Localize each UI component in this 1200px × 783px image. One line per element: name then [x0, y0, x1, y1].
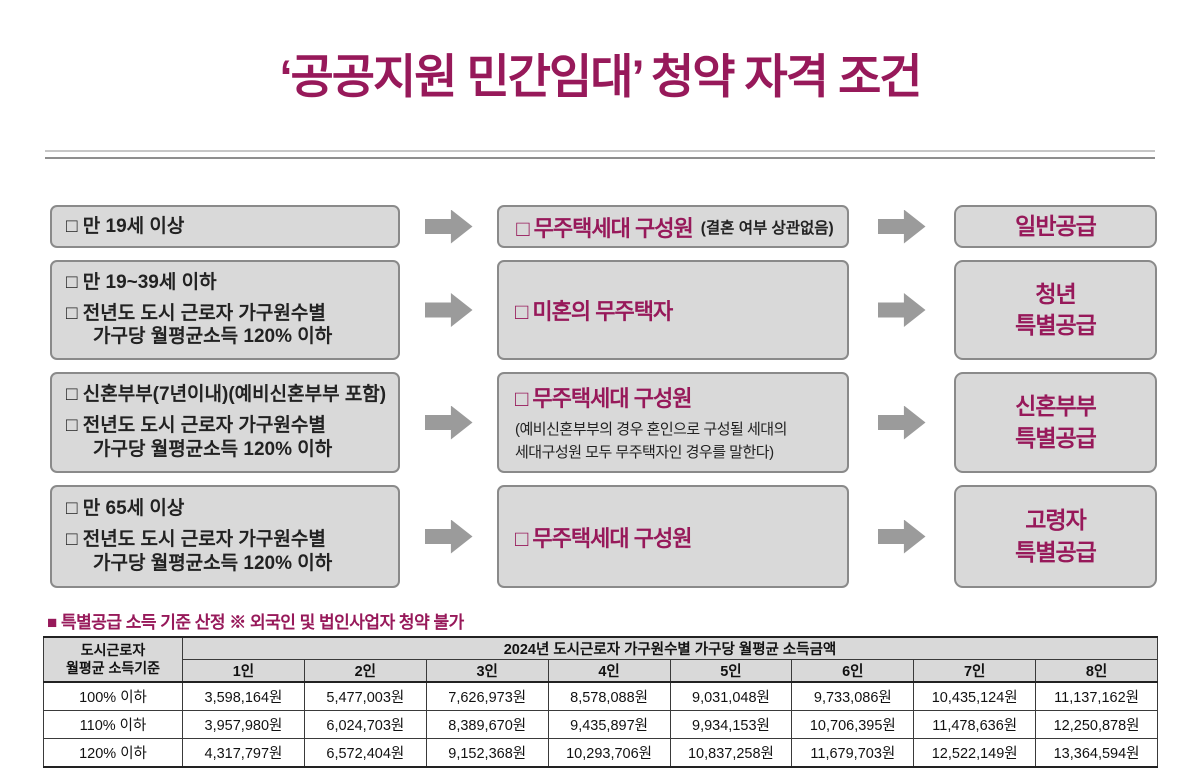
row-label-cell: 100% 이하 — [43, 681, 183, 711]
col-header-cell: 8인 — [1035, 659, 1158, 683]
condition-box-youth: □ 만 19~39세 이하 □ 전년도 도시 근로자 가구원수별 가구당 월평균… — [50, 260, 400, 360]
arrow-cell — [849, 372, 954, 473]
value-cell: 9,152,368원 — [425, 738, 549, 768]
value-cell: 11,679,703원 — [791, 738, 915, 768]
condition-line-cont: 가구당 월평균소득 120% 이하 — [93, 326, 333, 348]
requirement-title: □ 무주택세대 구성원 — [515, 386, 692, 411]
row-label-cell: 110% 이하 — [43, 710, 183, 739]
arrow-cell — [849, 485, 954, 588]
corner-header-cell: 도시근로자 월평균 소득기준 — [43, 636, 183, 683]
col-header-cell: 2인 — [303, 659, 427, 683]
arrow-cell — [400, 260, 497, 360]
arrow-right-icon — [424, 209, 473, 244]
col-header-cell: 6인 — [791, 659, 915, 683]
value-cell: 12,250,878원 — [1035, 710, 1158, 739]
value-cell: 10,435,124원 — [913, 681, 1037, 711]
value-cell: 7,626,973원 — [425, 681, 549, 711]
condition-line-cont: 가구당 월평균소득 120% 이하 — [93, 438, 333, 460]
condition-line: □ 만 65세 이상 — [66, 498, 185, 520]
arrow-right-icon — [877, 209, 926, 244]
table-row: 110% 이하 3,957,980원 6,024,703원 8,389,670원… — [43, 710, 1158, 739]
arrow-cell — [400, 485, 497, 588]
income-table: 도시근로자 월평균 소득기준 2024년 도시근로자 가구원수별 가구당 월평균… — [43, 636, 1158, 768]
eligibility-flow: □ 만 19세 이상 □ 무주택세대 구성원 (결혼 여부 상관없음) 일반공급… — [50, 205, 1157, 588]
value-cell: 3,957,980원 — [182, 710, 305, 739]
value-cell: 13,364,594원 — [1035, 738, 1158, 768]
col-header-cell: 1인 — [182, 659, 305, 683]
arrow-right-icon — [877, 293, 926, 327]
requirement-box-senior: □ 무주택세대 구성원 — [497, 485, 849, 588]
table-header-row: 도시근로자 월평균 소득기준 2024년 도시근로자 가구원수별 가구당 월평균… — [43, 636, 1158, 683]
requirement-note: (예비신혼부부의 경우 혼인으로 구성될 세대의 세대구성원 모두 무주택자인 … — [515, 421, 787, 461]
condition-line: □ 만 19~39세 이하 — [66, 271, 217, 293]
supply-type-general: 일반공급 — [954, 205, 1157, 248]
table-row: 120% 이하 4,317,797원 6,572,404원 9,152,368원… — [43, 738, 1158, 768]
requirement-box-newlywed: □ 무주택세대 구성원 (예비신혼부부의 경우 혼인으로 구성될 세대의 세대구… — [497, 372, 849, 473]
value-cell: 3,598,164원 — [182, 681, 305, 711]
value-cell: 12,522,149원 — [913, 738, 1037, 768]
condition-line: □ 만 19세 이상 — [66, 215, 185, 237]
value-cell: 4,317,797원 — [182, 738, 305, 768]
row-label-cell: 120% 이하 — [43, 738, 183, 768]
requirement-box-general: □ 무주택세대 구성원 (결혼 여부 상관없음) — [497, 205, 849, 248]
value-cell: 6,024,703원 — [303, 710, 427, 739]
value-cell: 8,389,670원 — [425, 710, 549, 739]
requirement-title: □ 무주택세대 구성원 — [515, 525, 692, 551]
condition-line: □ 전년도 도시 근로자 가구원수별 — [66, 415, 326, 437]
col-header-cell: 7인 — [913, 659, 1037, 683]
arrow-cell — [849, 205, 954, 248]
arrow-right-icon — [424, 519, 473, 554]
condition-line-cont: 가구당 월평균소득 120% 이하 — [93, 552, 333, 574]
value-cell: 9,934,153원 — [669, 710, 793, 739]
condition-box-general: □ 만 19세 이상 — [50, 205, 400, 248]
condition-line: □ 전년도 도시 근로자 가구원수별 — [66, 529, 326, 551]
arrow-cell — [849, 260, 954, 360]
table-row: 100% 이하 3,598,164원 5,477,003원 7,626,973원… — [43, 681, 1158, 711]
value-cell: 9,733,086원 — [791, 681, 915, 711]
condition-box-newlywed: □ 신혼부부(7년이내)(예비신혼부부 포함) □ 전년도 도시 근로자 가구원… — [50, 372, 400, 473]
value-cell: 11,478,636원 — [913, 710, 1037, 739]
col-header-cell: 5인 — [669, 659, 793, 683]
arrow-right-icon — [424, 293, 473, 327]
requirement-title: □ 미혼의 무주택자 — [515, 299, 673, 324]
value-cell: 9,031,048원 — [669, 681, 793, 711]
requirement-box-youth: □ 미혼의 무주택자 — [497, 260, 849, 360]
value-cell: 5,477,003원 — [303, 681, 427, 711]
requirement-suffix: (결혼 여부 상관없음) — [700, 219, 834, 237]
span-header-cell: 2024년 도시근로자 가구원수별 가구당 월평균 소득금액 — [182, 636, 1158, 660]
value-cell: 10,293,706원 — [547, 738, 671, 768]
page-title: ‘공공지원 민간임대’ 청약 자격 조건 — [279, 50, 922, 103]
supply-type-senior: 고령자 특별공급 — [954, 485, 1157, 588]
arrow-cell — [400, 372, 497, 473]
condition-line: □ 신혼부부(7년이내)(예비신혼부부 포함) — [66, 384, 387, 406]
condition-line: □ 전년도 도시 근로자 가구원수별 — [66, 302, 326, 324]
arrow-right-icon — [877, 405, 926, 440]
value-cell: 9,435,897원 — [547, 710, 671, 739]
arrow-right-icon — [877, 519, 926, 554]
title-divider — [45, 150, 1155, 159]
income-note: ■ 특별공급 소득 기준 산정 ※ 외국인 및 법인사업자 청약 불가 — [47, 613, 464, 632]
condition-box-senior: □ 만 65세 이상 □ 전년도 도시 근로자 가구원수별 가구당 월평균소득 … — [50, 485, 400, 588]
supply-type-newlywed: 신혼부부 특별공급 — [954, 372, 1157, 473]
col-header-cell: 3인 — [425, 659, 549, 683]
supply-type-youth: 청년 특별공급 — [954, 260, 1157, 360]
table-subheader-row: 1인 2인 3인 4인 5인 6인 7인 8인 — [44, 659, 1158, 683]
value-cell: 10,706,395원 — [791, 710, 915, 739]
arrow-right-icon — [424, 405, 473, 440]
value-cell: 10,837,258원 — [669, 738, 793, 768]
requirement-title: □ 무주택세대 구성원 — [516, 215, 693, 241]
col-header-cell: 4인 — [547, 659, 671, 683]
arrow-cell — [400, 205, 497, 248]
value-cell: 11,137,162원 — [1035, 681, 1158, 711]
value-cell: 6,572,404원 — [303, 738, 427, 768]
value-cell: 8,578,088원 — [547, 681, 671, 711]
